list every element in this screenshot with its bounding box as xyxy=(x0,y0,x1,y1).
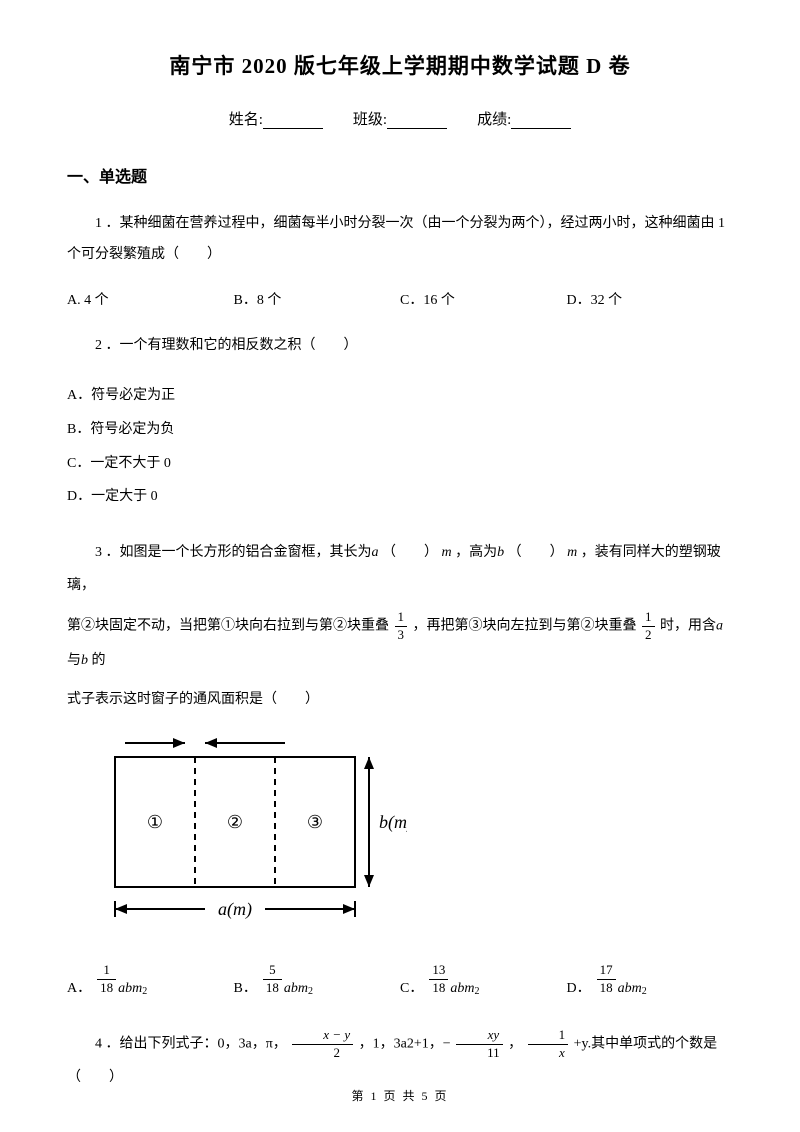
q3-optC-label: C． xyxy=(400,977,423,997)
q3-text-2c: 时，用含 xyxy=(660,619,716,634)
q1-option-a[interactable]: A. 4 个 xyxy=(67,289,234,309)
q4-pre: 4 ．给出下列式子：0，3a，π， xyxy=(95,1036,287,1051)
question-3-line1: 3 ．如图是一个长方形的铝合金窗框，其长为a （ ） m ，高为b （ ） m … xyxy=(67,536,733,603)
score-blank[interactable] xyxy=(511,113,571,129)
q3-optB-exp: 2 xyxy=(308,986,313,997)
q3-text-d: （ ） xyxy=(508,545,564,560)
question-3-line3: 式子表示这时窗子的通风面积是（ ） xyxy=(67,683,733,717)
question-1-text: 1 ．某种细菌在营养过程中，细菌每半小时分裂一次（由一个分裂为两个），经过两小时… xyxy=(67,209,733,271)
q3-text-2e: 的 xyxy=(92,653,106,668)
svg-text:②: ② xyxy=(227,812,243,832)
q3-var-b2: b xyxy=(81,653,88,668)
q3-frac-2: 12 xyxy=(642,609,655,644)
q4-frac-2: xy11 xyxy=(456,1027,503,1062)
question-1-options: A. 4 个 B．8 个 C．16 个 D．32 个 xyxy=(67,289,733,309)
q1-option-b[interactable]: B．8 个 xyxy=(234,289,401,309)
student-info-line: 姓名: 班级: 成绩: xyxy=(67,108,733,129)
q4-frac-1: x − y2 xyxy=(292,1027,353,1062)
section-1-header: 一、单选题 xyxy=(67,163,733,187)
q3-option-d[interactable]: D． 1718 abm2 xyxy=(567,962,734,997)
q2-option-b[interactable]: B．符号必定为负 xyxy=(67,413,733,447)
q3-var-a2: a xyxy=(716,619,723,634)
window-diagram: ① ② ③ b(m) a(m) xyxy=(97,729,733,944)
q3-text-2d: 与 xyxy=(67,653,81,668)
q3-optA-label: A． xyxy=(67,977,91,997)
q3-text-a: 3 ．如图是一个长方形的铝合金窗框，其长为 xyxy=(95,545,372,560)
svg-text:b(m): b(m) xyxy=(379,812,407,833)
q3-text-2a: 第②块固定不动，当把第①块向右拉到与第②块重叠 xyxy=(67,619,389,634)
question-3-options: A． 118 abm2 B． 518 abm2 C． 1318 abm2 D． … xyxy=(67,962,733,997)
svg-text:a(m): a(m) xyxy=(218,899,252,920)
q3-optD-exp: 2 xyxy=(642,986,647,997)
question-3-line2: 第②块固定不动，当把第①块向右拉到与第②块重叠 13 ，再把第③块向左拉到与第②… xyxy=(67,609,733,677)
q3-optC-frac: 1318 xyxy=(429,962,448,997)
q3-optD-suffix: abm xyxy=(618,981,642,997)
q2-option-d[interactable]: D．一定大于 0 xyxy=(67,480,733,514)
question-4-text: 4 ．给出下列式子：0，3a，π， x − y2 ，1，3a2+1，− xy11… xyxy=(67,1027,733,1095)
q3-option-a[interactable]: A． 118 abm2 xyxy=(67,962,234,997)
class-label: 班级: xyxy=(353,112,387,128)
q3-var-m1: m xyxy=(442,545,452,560)
q3-optB-suffix: abm xyxy=(284,981,308,997)
q3-optD-frac: 1718 xyxy=(597,962,616,997)
page-footer: 第 1 页 共 5 页 xyxy=(0,1087,800,1104)
q3-var-m2: m xyxy=(567,545,577,560)
score-label: 成绩: xyxy=(477,112,511,128)
svg-text:③: ③ xyxy=(307,812,323,832)
q3-text-c: ，高为 xyxy=(455,545,497,560)
q3-text-b: （ ） xyxy=(382,545,438,560)
class-blank[interactable] xyxy=(387,113,447,129)
q3-frac-1: 13 xyxy=(395,609,408,644)
name-blank[interactable] xyxy=(263,113,323,129)
q3-optD-label: D． xyxy=(567,977,591,997)
q3-option-b[interactable]: B． 518 abm2 xyxy=(234,962,401,997)
q3-var-b1: b xyxy=(497,545,504,560)
name-label: 姓名: xyxy=(229,112,263,128)
svg-text:①: ① xyxy=(147,812,163,832)
q1-option-d[interactable]: D．32 个 xyxy=(567,289,734,309)
q1-option-c[interactable]: C．16 个 xyxy=(400,289,567,309)
q3-option-c[interactable]: C． 1318 abm2 xyxy=(400,962,567,997)
q3-text-2b: ，再把第③块向左拉到与第②块重叠 xyxy=(413,619,637,634)
q3-optA-suffix: abm xyxy=(118,981,142,997)
q3-var-a1: a xyxy=(372,545,379,560)
q3-optB-label: B． xyxy=(234,977,257,997)
q2-option-a[interactable]: A．符号必定为正 xyxy=(67,379,733,413)
q2-option-c[interactable]: C．一定不大于 0 xyxy=(67,447,733,481)
exam-title: 南宁市 2020 版七年级上学期期中数学试题 D 卷 xyxy=(67,50,733,80)
q4-mid2: ， xyxy=(508,1036,522,1051)
q3-optB-frac: 518 xyxy=(263,962,282,997)
q3-optA-exp: 2 xyxy=(142,986,147,997)
q4-frac-3: 1x xyxy=(528,1027,569,1062)
q3-optC-suffix: abm xyxy=(450,981,474,997)
q3-optA-frac: 118 xyxy=(97,962,116,997)
question-2-text: 2 ．一个有理数和它的相反数之积（ ） xyxy=(67,331,733,362)
q4-mid1: ，1，3a2+1，− xyxy=(359,1036,451,1051)
q3-optC-exp: 2 xyxy=(474,986,479,997)
